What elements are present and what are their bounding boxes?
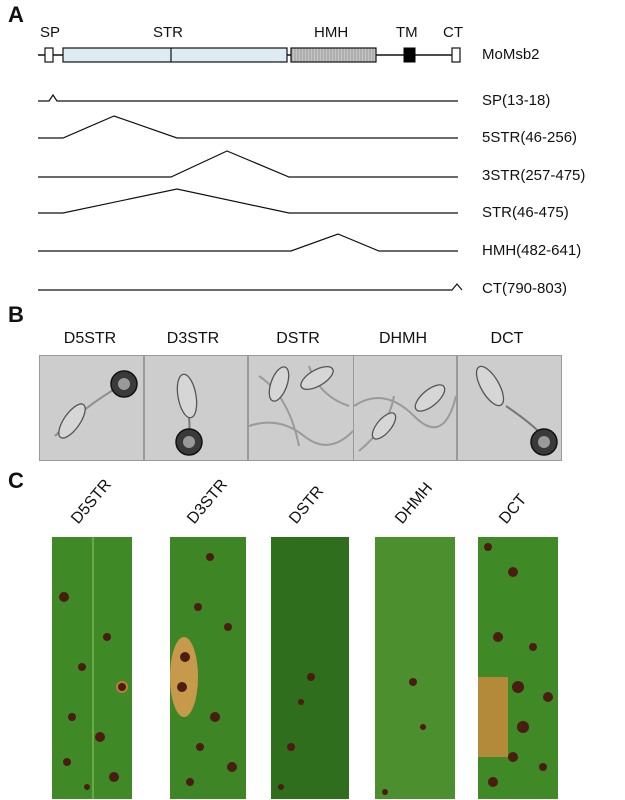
panel-c-letter: C <box>8 468 24 493</box>
construct-label: CT(790-803) <box>482 280 568 297</box>
leaf-d3str <box>170 537 246 799</box>
construct-label: 3STR(257-475) <box>482 167 586 184</box>
leaf-dct <box>478 537 558 799</box>
micrograph-label: DSTR <box>276 330 320 347</box>
leaf-d5str <box>52 537 132 799</box>
domain-label-hmh: HMH <box>314 24 349 41</box>
leaf-dhmh <box>375 537 455 799</box>
domain-label-sp: SP <box>40 24 61 41</box>
track-5str <box>38 115 458 139</box>
leaf-label: DHMH <box>392 479 437 528</box>
micrograph-d5str <box>39 355 144 461</box>
hmh-domain-box <box>290 47 377 63</box>
tm-domain-box <box>403 47 416 63</box>
track-ct <box>38 283 463 291</box>
panel-b-letter: B <box>8 302 24 327</box>
micrograph-label: D3STR <box>166 330 220 347</box>
micrograph-dhmh <box>353 355 457 461</box>
leaf-label: DSTR <box>286 483 328 528</box>
track-3str <box>38 150 458 178</box>
domain-diagram <box>38 47 463 291</box>
domain-label-ct: CT <box>443 24 463 41</box>
construct-label: SP(13-18) <box>482 92 551 109</box>
micrograph-d3str <box>144 355 248 461</box>
micrograph-label: DHMH <box>379 330 427 347</box>
panel-a-letter: A <box>8 2 24 27</box>
protein-name-label: MoMsb2 <box>482 46 540 63</box>
construct-label: HMH(482-641) <box>482 242 582 259</box>
track-hmh <box>38 233 458 252</box>
micrograph-label: D5STR <box>63 330 117 347</box>
micrograph-dstr <box>248 355 354 461</box>
micrograph-dct <box>457 355 562 461</box>
construct-label: 5STR(46-256) <box>482 129 578 146</box>
micrograph-label: DCT <box>490 330 524 347</box>
domain-label-tm: TM <box>396 24 418 41</box>
str-domain-box <box>62 47 288 63</box>
domain-label-str: STR <box>153 24 183 41</box>
leaf-label: DCT <box>496 491 531 528</box>
construct-label: STR(46-475) <box>482 204 569 221</box>
track-sp <box>38 93 458 102</box>
ct-domain-box <box>451 47 461 63</box>
leaf-dstr <box>271 537 349 799</box>
leaf-label: D3STR <box>184 476 231 528</box>
sp-domain-box <box>44 47 54 63</box>
leaf-label: D5STR <box>68 476 115 528</box>
track-str <box>38 188 458 214</box>
